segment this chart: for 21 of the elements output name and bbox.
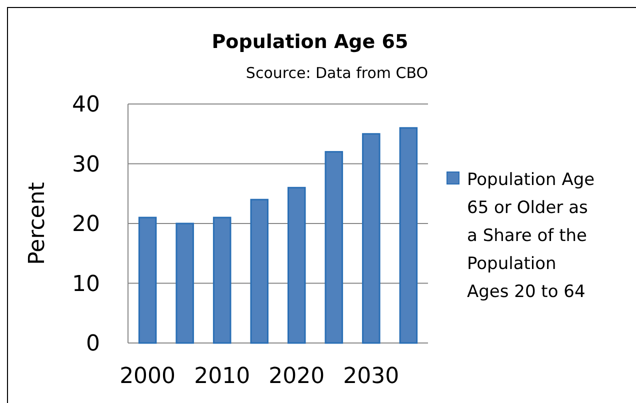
bar [399, 127, 418, 344]
bar [176, 222, 194, 344]
bar [250, 198, 268, 344]
chart-title: Population Age 65 [212, 31, 408, 53]
legend-label: Population Age 65 or Older as a Share of the Population Ages 20 to 64 [467, 170, 595, 302]
bar [362, 133, 380, 344]
x-tick-label: 2000 [120, 364, 176, 389]
y-axis-title: Percent [25, 182, 50, 265]
chart-subtitle: Scource: Data from CBO [246, 64, 428, 82]
bar [212, 216, 232, 344]
y-tick-label: 0 [86, 332, 100, 357]
y-tick-label: 20 [72, 212, 100, 238]
y-tick-label: 10 [72, 272, 100, 297]
bar [288, 186, 306, 344]
y-tick-label: 30 [72, 152, 100, 178]
x-tick-label: 2010 [194, 364, 250, 389]
x-tick-label: 2030 [343, 364, 400, 389]
x-tick-label: 2020 [268, 364, 325, 389]
bar [138, 216, 157, 344]
bar [324, 151, 344, 344]
y-tick-label: 40 [72, 92, 100, 118]
